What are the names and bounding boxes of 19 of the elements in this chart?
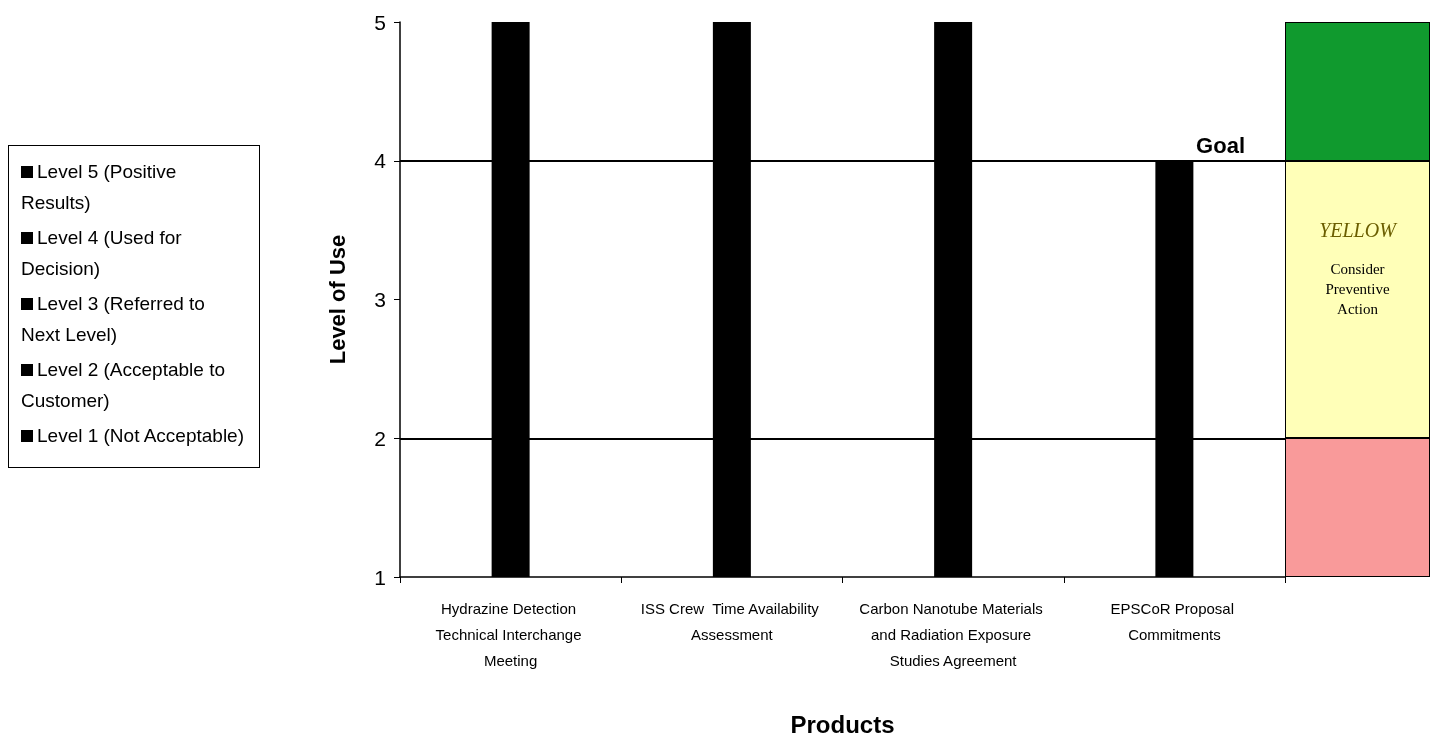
y-tick-label: 5 (374, 10, 386, 34)
x-tick-label: Hydrazine Detection Technical Interchange Meeting (435, 599, 586, 669)
text: Level 1 (Not Acceptable) (36, 424, 245, 448)
text: Level 4 (Used for Decision) (21, 226, 183, 281)
y-tick-label: 4 (374, 149, 387, 173)
text: Consider Preventive Action (1324, 259, 1391, 319)
x-tick-label: EPSCoR Proposal Commitments (1110, 599, 1239, 643)
text: Level 3 (Referred to Next Level) (21, 292, 206, 347)
text: Level 2 (Acceptable to Customer) (21, 358, 226, 413)
x-tick-label: ISS Crew Time Availability Assessment (640, 599, 824, 643)
x-axis-title: Products (790, 710, 895, 738)
ref-line-label: Goal (1196, 133, 1245, 159)
x-tick-label: Carbon Nanotube Materials and Radiation Exposure Studies Agreement (859, 599, 1047, 669)
y-tick-label: 1 (374, 565, 386, 589)
y-axis-title: Level of Use (324, 234, 350, 365)
y-tick-label: 2 (374, 426, 386, 450)
text: Level 5 (Positive Results) (21, 160, 178, 215)
text: YELLOW (1318, 218, 1399, 242)
y-tick-label: 3 (374, 288, 386, 311)
